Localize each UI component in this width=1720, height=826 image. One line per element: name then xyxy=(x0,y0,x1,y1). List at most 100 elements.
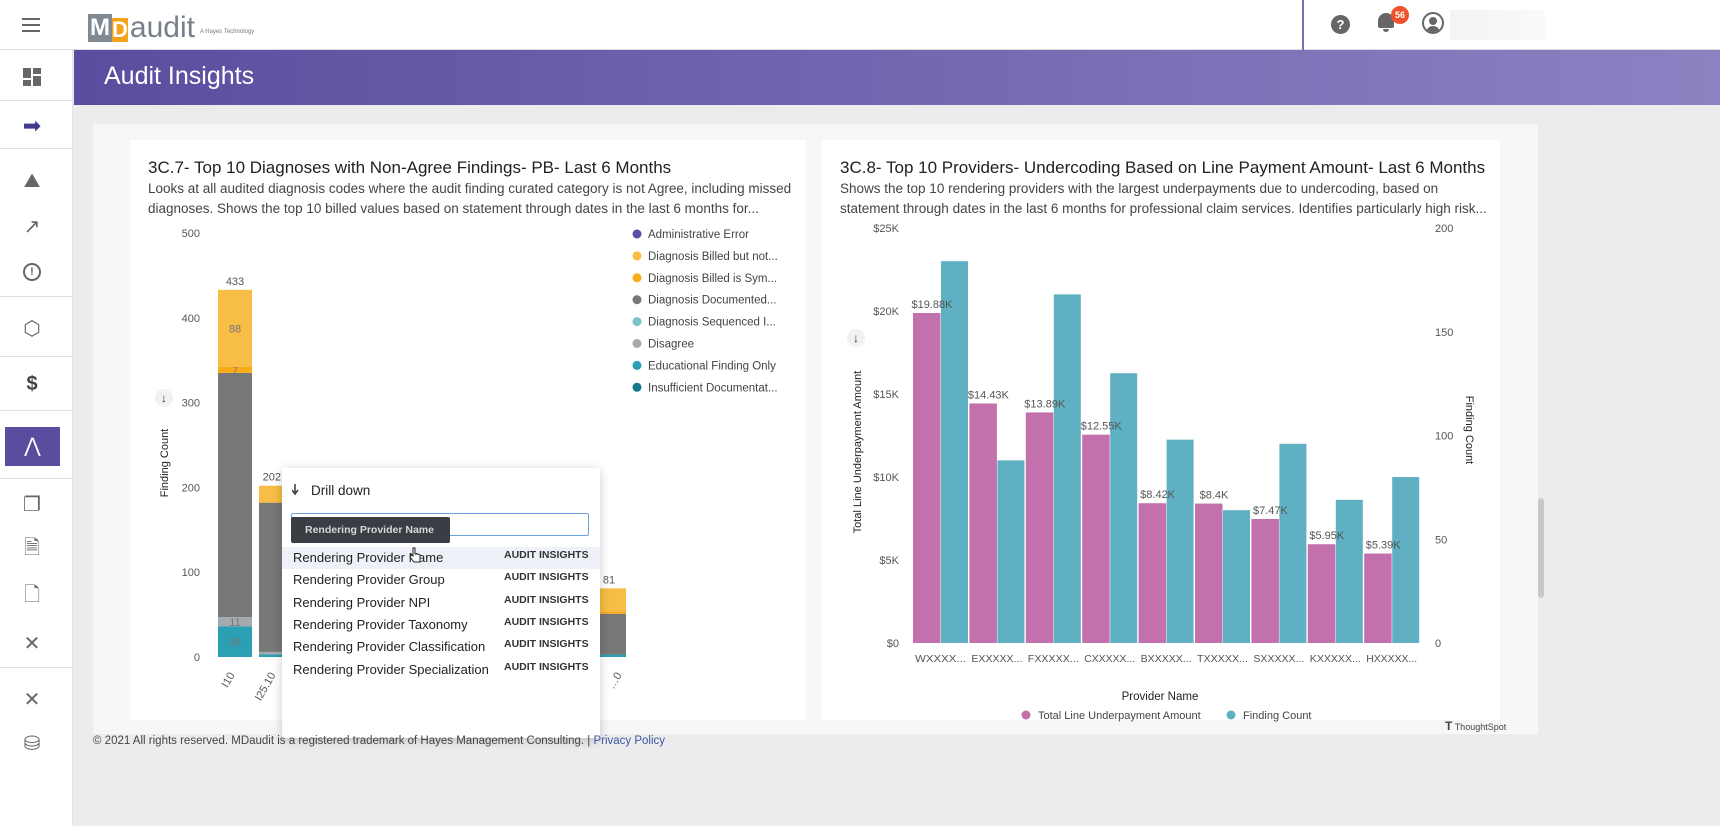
bar-segment xyxy=(218,372,252,618)
x-tick-label: HXXXXX... xyxy=(1366,653,1417,665)
bar-underpayment xyxy=(1195,503,1223,643)
left-chart: 0 100 200 300 400 500 Finding Count 36 11 288 7 88 4… xyxy=(159,228,778,703)
data-label: 288 xyxy=(226,490,244,502)
total-label: 433 xyxy=(226,276,244,288)
tools-icon[interactable]: ✕ xyxy=(23,632,41,655)
chart-description: Looks at all audited diagnosis codes whe… xyxy=(148,179,791,219)
brand-text: ThoughtSpot xyxy=(1454,722,1507,732)
desc-line: statement through dates in the last 6 mo… xyxy=(840,201,1487,216)
copyright-text: © 2021 All rights reserved. MDaudit is a… xyxy=(93,735,591,747)
footer: © 2021 All rights reserved. MDaudit is a… xyxy=(74,735,1720,753)
bar-segment xyxy=(592,588,626,612)
bar-underpayment xyxy=(1082,434,1110,643)
desc-line: Looks at all audited diagnosis codes whe… xyxy=(148,181,792,196)
legend-label: Diagnosis Billed is Sym... xyxy=(648,273,777,285)
y-tick-label: 300 xyxy=(182,398,200,410)
insights-icon[interactable]: ⋀ xyxy=(5,427,60,466)
copy-icon[interactable]: ❐ xyxy=(23,493,41,516)
bar-finding-count xyxy=(1392,477,1420,643)
alert-icon[interactable]: ! xyxy=(18,258,46,286)
bar-underpayment xyxy=(1251,518,1279,643)
search-database-icon[interactable]: ⛁ xyxy=(23,732,41,755)
drill-option[interactable]: Rendering Provider Taxonomy AUDIT INSIGHT… xyxy=(282,614,600,636)
option-source: AUDIT INSIGHTS xyxy=(504,593,589,606)
bar-underpayment xyxy=(969,403,997,643)
bar-finding-count xyxy=(941,261,968,643)
y-tick-label: 100 xyxy=(182,567,200,579)
sidebar: ➡ ⛰ ↗ ! ⬡ $ ⋀ ❐ 🗎 🗋 ✕ ✕ ⛁ xyxy=(0,50,73,826)
drill-option[interactable]: Rendering Provider NPI AUDIT INSIGHTS xyxy=(282,592,600,614)
option-name: Rendering Provider Taxonomy xyxy=(293,616,468,632)
data-label: $13.89K xyxy=(1024,398,1066,410)
header-divider xyxy=(1302,0,1304,50)
bar-segment xyxy=(218,366,252,373)
data-label: $8.4K xyxy=(1200,490,1229,502)
notification-badge: 56 xyxy=(1391,6,1409,24)
chart-title: 3C.7- Top 10 Diagnoses with Non-Agree Fi… xyxy=(148,158,672,177)
chart-description: Shows the top 10 rendering providers wit… xyxy=(840,179,1487,219)
drill-down-icon xyxy=(292,484,299,496)
sort-down-icon[interactable]: ↓ xyxy=(847,329,865,347)
legend-marker xyxy=(632,317,642,327)
y-tick-label: 0 xyxy=(194,652,200,664)
data-label: $14.43K xyxy=(968,389,1010,401)
x-tick-label: WXXXX... xyxy=(915,653,966,665)
drill-option[interactable]: Rendering Provider Specialization AUDIT I… xyxy=(282,659,600,681)
bell-icon[interactable] xyxy=(1377,13,1395,33)
option-source: AUDIT INSIGHTS xyxy=(504,660,589,673)
y-tick-label: 400 xyxy=(182,313,200,325)
bar-underpayment xyxy=(913,312,941,643)
area-chart-icon[interactable]: ⛰ xyxy=(23,169,41,192)
option-name: Rendering Provider NPI xyxy=(293,594,431,610)
legend-label: Finding Count xyxy=(1243,710,1312,722)
drill-option[interactable]: Rendering Provider Classification AUDIT I… xyxy=(282,636,600,658)
logo-sub: A Hayes Technology xyxy=(199,29,255,35)
drill-option[interactable]: Rendering Provider Group AUDIT INSIGHTS xyxy=(282,569,600,591)
desc-line: Shows the top 10 rendering providers wit… xyxy=(840,181,1439,196)
y2-tick-label: 50 xyxy=(1435,534,1447,546)
legend-marker xyxy=(632,382,642,392)
trending-icon[interactable]: ↗ xyxy=(23,215,41,238)
bar-segment xyxy=(592,654,626,657)
sort-down-icon[interactable]: ↓ xyxy=(155,389,173,407)
option-name: Rendering Provider Classification xyxy=(293,639,486,655)
total-label: 202 xyxy=(263,472,281,484)
data-label: $7.47K xyxy=(1253,505,1289,517)
y-tick-label: $0 xyxy=(887,638,899,650)
dashboard-icon[interactable] xyxy=(18,63,46,91)
data-label: $19.88K xyxy=(912,299,954,311)
option-source: AUDIT INSIGHTS xyxy=(504,571,589,584)
y-tick-label: $15K xyxy=(873,389,899,401)
bar-finding-count xyxy=(1335,499,1363,643)
drill-down-header: Drill down xyxy=(311,483,371,498)
mouse-cursor-icon xyxy=(409,547,421,563)
x-tick-label: KXXXXX... xyxy=(1310,653,1361,665)
data-label: 36 xyxy=(229,637,241,649)
tools-icon[interactable]: ✕ xyxy=(23,688,41,711)
right-chart: $0 $5K $10K $15K $20K $25K 0 50 100 150 200 Total L… xyxy=(852,223,1475,722)
dollar-icon[interactable]: $ xyxy=(26,372,38,395)
scrollbar[interactable] xyxy=(1538,498,1544,598)
legend-marker xyxy=(1226,710,1236,720)
privacy-policy-link[interactable]: Privacy Policy xyxy=(593,735,666,747)
menu-icon[interactable] xyxy=(22,18,40,32)
drill-option[interactable]: Rendering Provider Name AUDIT INSIGHTS xyxy=(282,547,600,569)
total-label: 81 xyxy=(603,574,615,586)
sign-out-icon[interactable]: ➡ xyxy=(22,113,42,138)
y-tick-label: 500 xyxy=(182,228,200,240)
bar-segment xyxy=(259,651,293,655)
document-icon[interactable]: 🗎 xyxy=(23,537,41,559)
data-label: $12.55K xyxy=(1081,421,1123,433)
legend-marker xyxy=(632,273,642,283)
y2-tick-label: 100 xyxy=(1435,431,1453,443)
y-tick-label: 200 xyxy=(182,482,200,494)
y2-tick-label: 0 xyxy=(1435,638,1441,650)
y-tick-label: $5K xyxy=(879,555,899,567)
pdf-icon[interactable]: 🗋 xyxy=(23,584,41,606)
legend-label: Administrative Error xyxy=(648,229,749,241)
x-tick-label: BXXXXX... xyxy=(1141,653,1192,665)
help-icon[interactable]: ? xyxy=(1331,15,1350,34)
user-icon[interactable] xyxy=(1422,12,1444,34)
cube-icon[interactable]: ⬡ xyxy=(23,317,41,340)
